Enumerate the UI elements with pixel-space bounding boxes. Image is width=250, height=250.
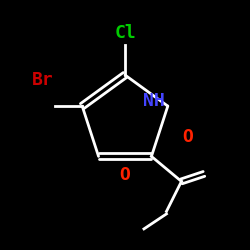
Text: Br: Br (32, 71, 54, 89)
Text: O: O (120, 166, 130, 184)
Text: NH: NH (143, 92, 165, 110)
Text: Cl: Cl (114, 24, 136, 42)
Text: O: O (182, 128, 193, 146)
